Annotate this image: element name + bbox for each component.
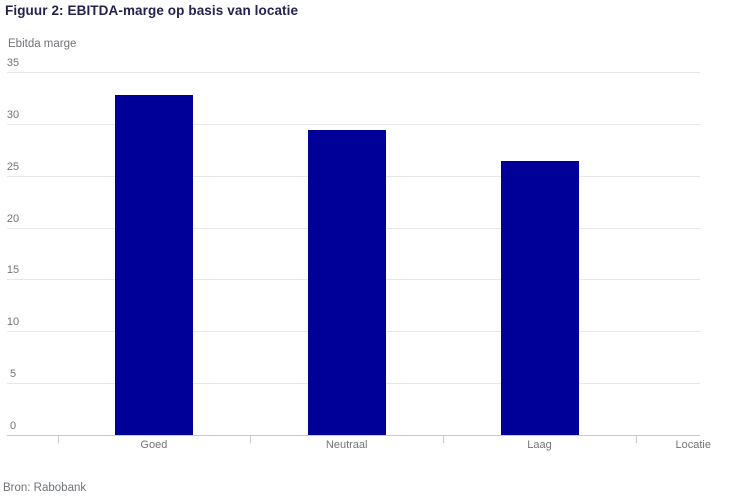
y-tick-label: 25 bbox=[6, 160, 20, 173]
y-tick-label: 15 bbox=[6, 264, 20, 277]
x-tick-mark bbox=[58, 436, 59, 443]
x-axis-title: Locatie bbox=[675, 439, 711, 451]
y-tick-label: 30 bbox=[6, 108, 20, 121]
chart-title: Figuur 2: EBITDA-marge op basis van loca… bbox=[5, 3, 299, 18]
y-tick-label: 35 bbox=[6, 57, 20, 69]
x-tick-label: Neutraal bbox=[325, 439, 368, 451]
bar-neutraal bbox=[308, 130, 386, 435]
x-tick-mark bbox=[250, 436, 251, 443]
y-tick-label: 5 bbox=[9, 368, 17, 381]
x-tick-label: Goed bbox=[140, 439, 168, 451]
source-note: Bron: Rabobank bbox=[3, 482, 87, 494]
gridline bbox=[7, 72, 700, 73]
gridline bbox=[7, 123, 700, 125]
y-tick-label: 0 bbox=[9, 420, 17, 432]
x-axis-line bbox=[7, 435, 700, 436]
bar-laag bbox=[501, 161, 579, 435]
bar-goed bbox=[115, 94, 193, 435]
x-tick-label: Laag bbox=[527, 439, 552, 451]
y-axis-title: Ebitda marge bbox=[8, 38, 77, 50]
y-tick-label: 10 bbox=[6, 316, 20, 329]
x-tick-mark bbox=[443, 436, 444, 443]
y-tick-label: 20 bbox=[6, 212, 20, 225]
x-tick-mark bbox=[636, 436, 637, 443]
